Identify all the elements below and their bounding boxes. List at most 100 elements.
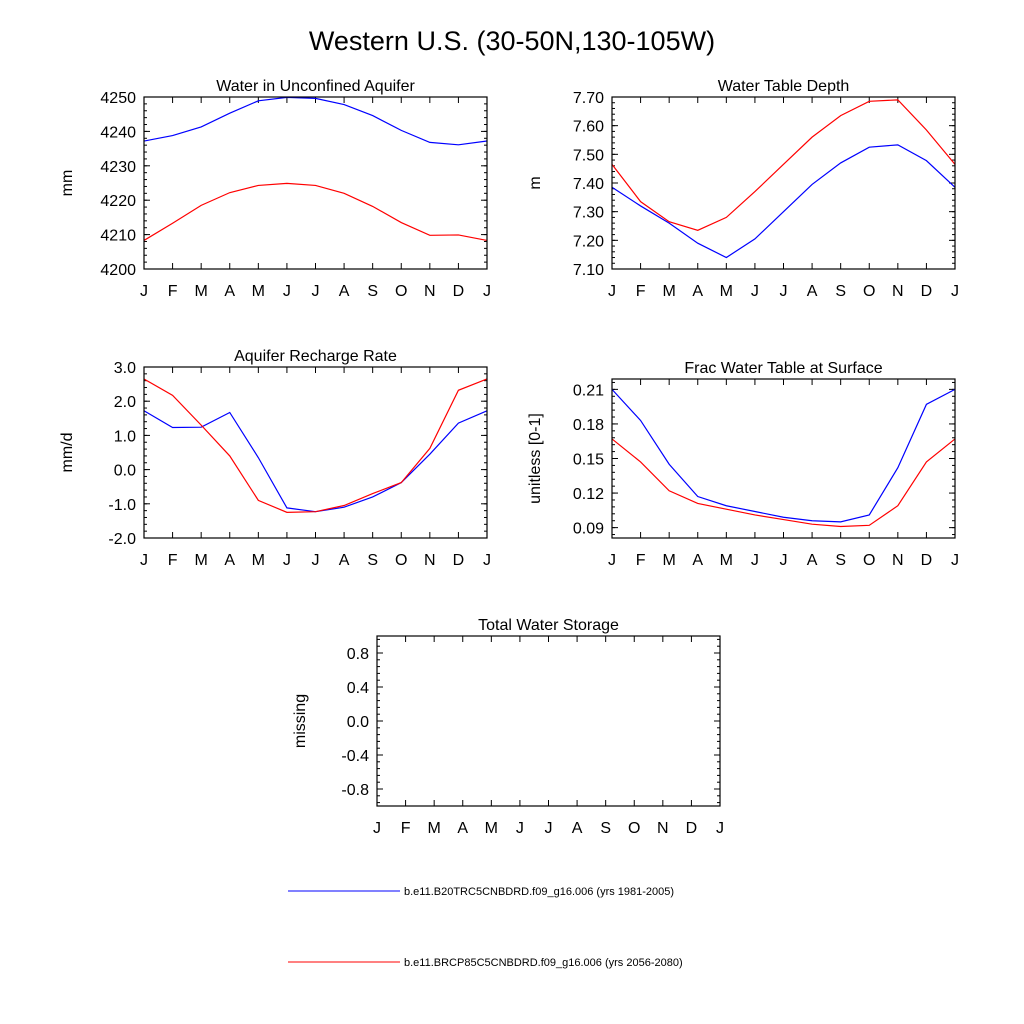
x-tick-label: J (545, 820, 553, 837)
x-tick-label: J (780, 552, 788, 569)
plot-frame (611, 96, 956, 270)
y-tick-label: 7.60 (573, 119, 604, 136)
x-tick-label: J (283, 552, 291, 569)
y-tick-label: 0.09 (573, 521, 604, 538)
x-tick-label: N (892, 552, 904, 569)
y-tick-label: 7.10 (573, 262, 604, 279)
x-tick-label: D (686, 820, 698, 837)
series-line-1 (143, 410, 488, 513)
plot-frame (611, 378, 956, 539)
x-tick-label: O (395, 552, 407, 569)
y-tick-label: -0.8 (341, 782, 369, 799)
y-tick-label: 2.0 (114, 394, 136, 411)
x-tick-label: A (339, 552, 350, 569)
y-tick-label: 7.40 (573, 176, 604, 193)
series-line-2 (611, 99, 956, 231)
x-tick-label: S (367, 283, 378, 300)
y-tick-label: -0.4 (341, 748, 369, 765)
y-tick-label: 0.18 (573, 417, 604, 434)
y-tick-label: 0.21 (573, 382, 604, 399)
x-tick-label: J (312, 552, 320, 569)
y-tick-label: -2.0 (108, 531, 136, 548)
x-tick-label: M (428, 820, 441, 837)
x-tick-label: J (716, 820, 724, 837)
plot-frame (143, 96, 488, 270)
x-tick-label: N (892, 283, 904, 300)
y-axis-label: m (527, 176, 544, 189)
legend: b.e11.B20TRC5CNBDRD.f09_g16.006 (yrs 198… (288, 886, 683, 969)
x-tick-label: J (951, 283, 959, 300)
x-tick-label: J (483, 552, 491, 569)
x-tick-label: J (312, 283, 320, 300)
panel-title: Frac Water Table at Surface (684, 360, 882, 377)
x-tick-label: M (720, 552, 733, 569)
y-tick-label: 0.0 (114, 463, 136, 480)
x-tick-label: F (401, 820, 411, 837)
x-tick-label: O (863, 552, 875, 569)
x-tick-label: N (424, 552, 436, 569)
panel-title: Aquifer Recharge Rate (234, 348, 397, 365)
x-tick-label: J (140, 283, 148, 300)
y-axis-label: mm/d (59, 433, 76, 473)
x-tick-label: J (951, 552, 959, 569)
plot-frame (376, 635, 721, 807)
y-tick-label: 4200 (100, 262, 136, 279)
x-tick-label: S (600, 820, 611, 837)
x-tick-label: M (720, 283, 733, 300)
y-tick-label: 0.15 (573, 452, 604, 469)
series-line-2 (143, 182, 488, 242)
x-tick-label: M (195, 552, 208, 569)
y-axis-label: unitless [0-1] (527, 413, 544, 504)
x-tick-label: F (168, 552, 178, 569)
y-tick-label: 3.0 (114, 360, 136, 377)
x-tick-label: S (835, 283, 846, 300)
series-line-2 (143, 378, 488, 513)
x-tick-label: O (395, 283, 407, 300)
figure-title: Western U.S. (30-50N,130-105W) (309, 26, 715, 56)
y-tick-label: 4240 (100, 124, 136, 141)
y-tick-label: 4230 (100, 159, 136, 176)
x-tick-label: A (692, 552, 703, 569)
x-tick-label: F (168, 283, 178, 300)
y-tick-label: -1.0 (108, 497, 136, 514)
x-tick-label: J (608, 552, 616, 569)
series-line-1 (611, 144, 956, 259)
x-tick-label: J (780, 283, 788, 300)
x-tick-label: N (424, 283, 436, 300)
x-tick-label: D (921, 283, 933, 300)
x-tick-label: A (339, 283, 350, 300)
x-tick-label: J (751, 552, 759, 569)
chart-panel-4: Frac Water Table at Surface unitless [0-1… (527, 360, 959, 569)
y-tick-label: 0.4 (347, 680, 369, 697)
x-tick-label: O (628, 820, 640, 837)
x-tick-label: J (483, 283, 491, 300)
series-line-2 (611, 438, 956, 528)
y-tick-label: 0.0 (347, 714, 369, 731)
x-tick-label: A (692, 283, 703, 300)
x-tick-label: F (636, 283, 646, 300)
x-tick-label: M (195, 283, 208, 300)
y-tick-label: 4220 (100, 193, 136, 210)
y-tick-label: 7.70 (573, 90, 604, 107)
plot-frame (143, 366, 488, 539)
x-tick-label: A (457, 820, 468, 837)
panel-title: Total Water Storage (478, 617, 619, 634)
y-tick-label: 4210 (100, 228, 136, 245)
x-tick-label: F (636, 552, 646, 569)
x-tick-label: J (608, 283, 616, 300)
x-tick-label: J (140, 552, 148, 569)
y-axis-label: mm (59, 170, 76, 197)
series-line-1 (143, 96, 488, 146)
y-axis-label: missing (292, 694, 309, 748)
x-tick-label: A (224, 552, 235, 569)
x-tick-label: D (453, 283, 465, 300)
x-tick-label: J (373, 820, 381, 837)
panel-title: Water Table Depth (718, 78, 850, 95)
y-tick-label: 4250 (100, 90, 136, 107)
x-tick-label: M (252, 283, 265, 300)
